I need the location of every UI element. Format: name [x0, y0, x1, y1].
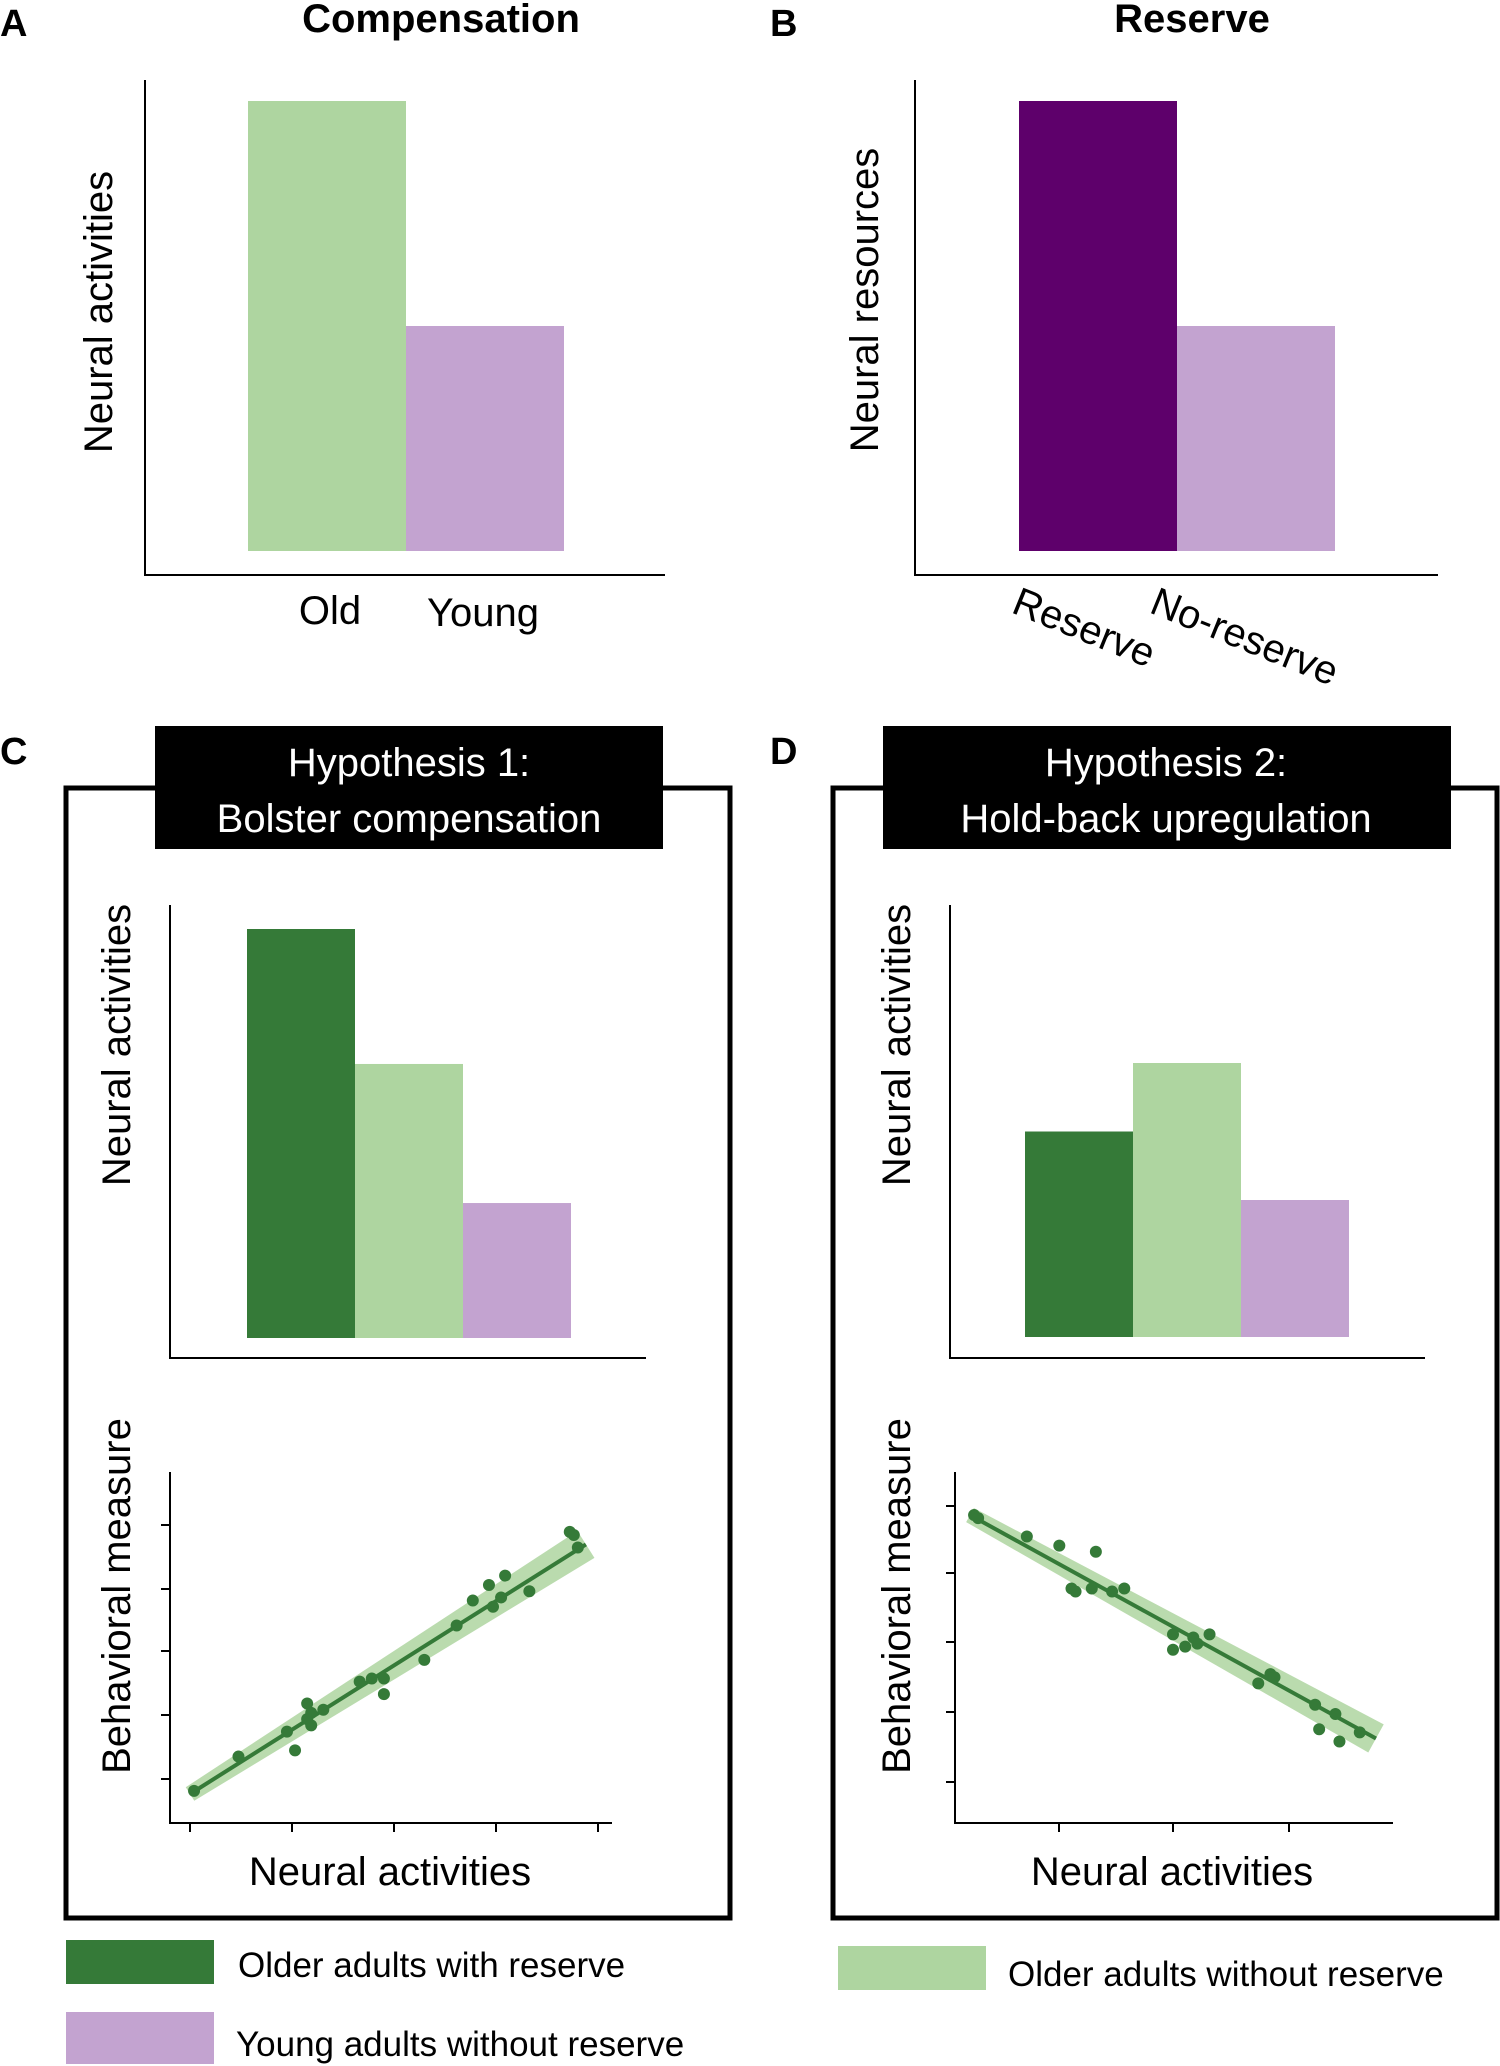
panel-d-scatter-fit-line: [969, 1513, 1377, 1741]
panel-a-letter: A: [0, 3, 27, 45]
panel-d-hypothesis-line2: Hold-back upregulation: [960, 797, 1371, 841]
panel-d-hypothesis-box: [883, 726, 1451, 849]
panel-d-scatter-axes: [954, 1472, 1393, 1824]
panel-d-bar-ylabel: Neural activities: [875, 904, 919, 1186]
panel-a-title: Compensation: [302, 0, 580, 41]
panel-c-scatter: [161, 1472, 612, 1832]
panel-d-letter: D: [770, 731, 797, 773]
panel-c-scatter-point: [418, 1653, 431, 1666]
panel-c-bar-axes: [169, 905, 646, 1359]
panel-c-scatter-point: [567, 1529, 580, 1542]
panel-c-scatter-point: [571, 1541, 584, 1554]
panel-c-scatter-point: [487, 1600, 499, 1613]
panel-c-scatter-point: [450, 1619, 463, 1632]
panel-c-frame: [63, 785, 733, 1921]
panel-d-scatter-point: [1089, 1545, 1102, 1558]
legend-label-old-without-reserve: Older adults without reserve: [1008, 1955, 1444, 1994]
panel-a-bar-young: [406, 326, 564, 551]
panel-d-scatter-point: [1020, 1530, 1033, 1543]
panel-d-scatter: [946, 1472, 1393, 1832]
legend-swatch-old-with-reserve: [66, 1940, 214, 1984]
panel-c-bar-ylabel: Neural activities: [95, 904, 139, 1186]
panel-c-scatter-point: [289, 1744, 302, 1757]
legend-swatch-old-without-reserve: [838, 1946, 986, 1990]
panel-c-bar-old-without-reserve: [355, 1063, 463, 1338]
panel-d-scatter-point: [1313, 1723, 1326, 1736]
panel-d-scatter-point: [1106, 1585, 1119, 1598]
panel-c-scatter-point: [305, 1706, 318, 1719]
panel-b-letter: B: [770, 3, 797, 45]
panel-d-scatter-point: [1179, 1640, 1192, 1653]
panel-b-axes: [914, 80, 1438, 576]
panel-d-scatter-point: [1069, 1585, 1082, 1598]
panel-d-scatter-point: [1203, 1628, 1216, 1641]
panel-a: A Compensation Neural activities Old You…: [0, 0, 665, 635]
panel-c-scatter-point: [466, 1594, 479, 1607]
panel-d-scatter-point: [1353, 1726, 1366, 1739]
legend-label-young-without-reserve: Young adults without reserve: [236, 2025, 684, 2064]
panel-c-scatter-point: [232, 1750, 245, 1763]
panel-d-hypothesis-line1: Hypothesis 2:: [1045, 741, 1287, 785]
panel-c-scatter-xlabel: Neural activities: [249, 1850, 531, 1894]
panel-d-scatter-point: [1252, 1677, 1265, 1690]
panel-c-scatter-point: [280, 1725, 293, 1738]
panel-c-scatter-ylabel: Behavioral measure: [95, 1418, 139, 1774]
panel-d-bar-axes: [949, 905, 1425, 1359]
panel-d-scatter-point: [1167, 1628, 1179, 1641]
panel-d-scatter-point: [1191, 1637, 1204, 1650]
panel-d-scatter-point: [1268, 1671, 1281, 1684]
panel-c-scatter-point: [317, 1703, 330, 1716]
legend-swatch-young-without-reserve: [66, 2012, 214, 2064]
panel-c: C Hypothesis 1: Bolster compensation Neu…: [0, 726, 733, 1921]
legend: Older adults with reserve Young adults w…: [66, 1940, 1444, 2064]
panel-d-scatter-point: [1167, 1643, 1179, 1656]
panel-c-hypothesis-line2: Bolster compensation: [217, 797, 602, 841]
panel-d: D Hypothesis 2: Hold-back upregulation N…: [770, 726, 1500, 1921]
panel-d-frame: [830, 785, 1500, 1921]
panel-c-scatter-fit-line: [188, 1542, 587, 1796]
panel-d-scatter-xlabel: Neural activities: [1031, 1850, 1313, 1894]
panel-c-scatter-point: [377, 1672, 390, 1685]
panel-d-scatter-point: [1118, 1582, 1131, 1595]
panel-d-bar-old-without-reserve: [1133, 1063, 1241, 1337]
panel-c-scatter-point: [499, 1569, 512, 1582]
panel-d-scatter-ylabel: Behavioral measure: [875, 1418, 919, 1774]
panel-b-ylabel: Neural resources: [843, 148, 887, 453]
panel-b-bar-no-reserve: [1177, 326, 1335, 551]
panel-d-scatter-point: [1085, 1582, 1098, 1595]
panel-a-axes: [144, 80, 665, 576]
panel-c-scatter-point: [523, 1585, 536, 1598]
panel-d-scatter-point: [1329, 1707, 1342, 1720]
panel-c-hypothesis-box: [155, 726, 663, 849]
panel-c-scatter-point: [301, 1697, 314, 1710]
panel-c-scatter-point: [188, 1784, 201, 1797]
panel-d-scatter-point: [1053, 1539, 1066, 1552]
panel-a-bar-old: [248, 101, 406, 551]
panel-b-title: Reserve: [1114, 0, 1270, 41]
panel-c-letter: C: [0, 731, 27, 773]
panel-c-scatter-point: [365, 1672, 378, 1685]
panel-c-bar-old-with-reserve: [247, 929, 355, 1338]
panel-c-bar-young-without-reserve: [463, 1203, 571, 1338]
panel-c-scatter-point: [305, 1719, 318, 1732]
panel-d-bar-old-with-reserve: [1025, 1131, 1133, 1337]
panel-b-bar-reserve: [1019, 101, 1177, 551]
panel-c-hypothesis-line1: Hypothesis 1:: [288, 741, 530, 785]
panel-b-tick-reserve: Reserve: [1007, 580, 1162, 677]
panel-b: B Reserve Neural resources Reserve No-re…: [770, 0, 1438, 694]
panel-d-scatter-point: [1309, 1698, 1322, 1711]
panel-c-scatter-point: [377, 1688, 390, 1701]
panel-c-scatter-point: [495, 1591, 508, 1604]
panel-a-tick-old: Old: [299, 589, 361, 633]
panel-d-bar-young-without-reserve: [1241, 1200, 1349, 1337]
panel-a-tick-young: Young: [427, 591, 539, 635]
panel-a-ylabel: Neural activities: [77, 171, 121, 453]
panel-c-scatter-point: [353, 1675, 366, 1688]
panel-d-scatter-point: [1333, 1735, 1346, 1748]
panel-b-tick-no-reserve: No-reserve: [1145, 580, 1345, 695]
panel-c-scatter-point: [482, 1578, 495, 1591]
panel-d-scatter-point: [972, 1512, 985, 1525]
legend-label-old-with-reserve: Older adults with reserve: [238, 1946, 625, 1985]
